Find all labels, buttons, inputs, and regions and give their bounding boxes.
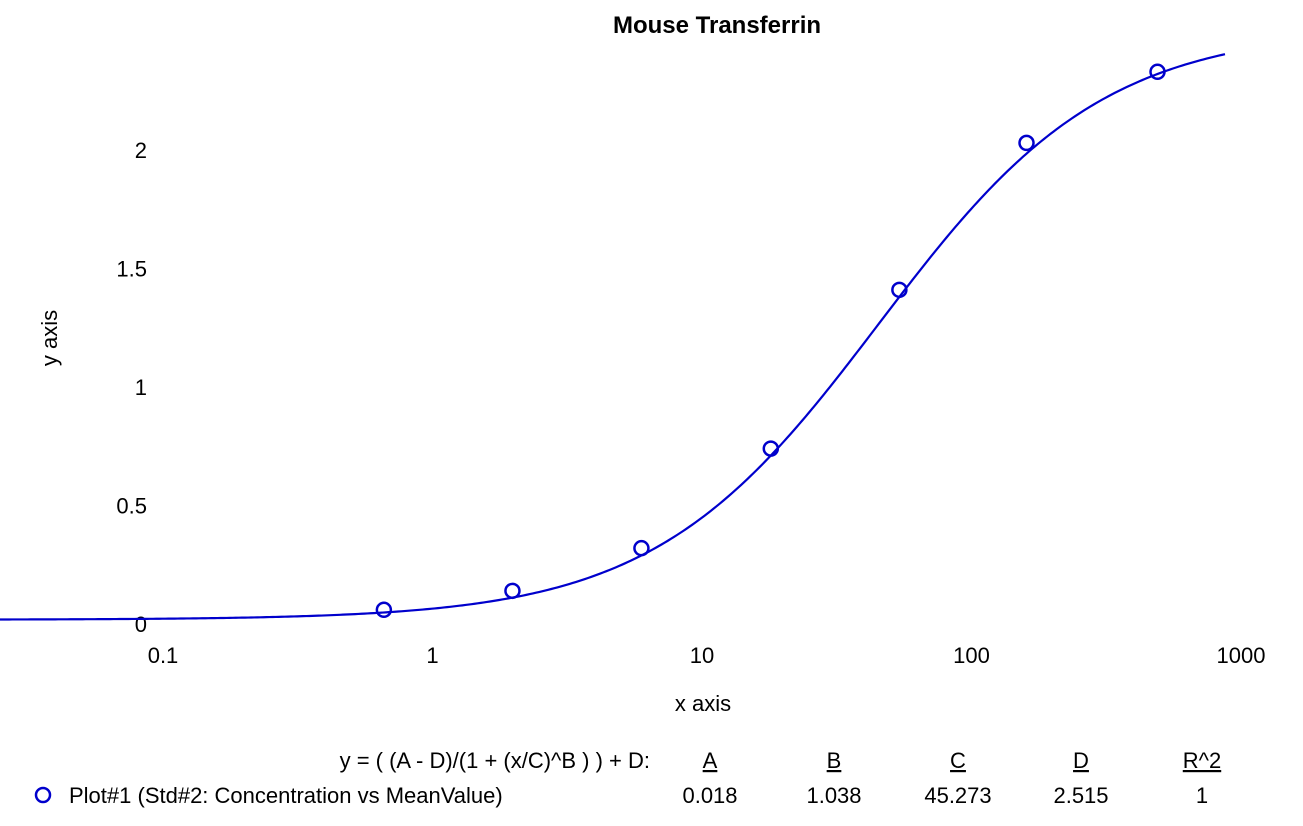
x-tick-label: 1 xyxy=(426,643,438,668)
fit-param-values: 0.018 1.038 45.273 2.515 1 xyxy=(682,783,1208,808)
fit-param-name: A xyxy=(703,748,718,773)
x-tick-label: 10 xyxy=(690,643,714,668)
fit-param-value: 1 xyxy=(1196,783,1208,808)
data-point xyxy=(1018,134,1035,152)
x-tick-labels: 0.1 1 10 100 1000 xyxy=(148,643,1266,668)
fit-equation: y = ( (A - D)/(1 + (x/C)^B ) ) + D: xyxy=(340,748,650,773)
x-axis-label: x axis xyxy=(675,691,731,716)
data-point xyxy=(762,440,780,457)
x-tick-label: 100 xyxy=(953,643,990,668)
y-tick-label: 0.5 xyxy=(116,494,147,519)
data-points-layer xyxy=(375,63,1166,619)
y-axis-label: y axis xyxy=(37,310,62,366)
fit-param-name: R^2 xyxy=(1183,748,1221,773)
data-point xyxy=(633,539,650,557)
fit-param-value: 45.273 xyxy=(924,783,991,808)
legend-marker-icon xyxy=(34,786,52,804)
chart-title: Mouse Transferrin xyxy=(613,12,821,39)
fit-param-name: C xyxy=(950,748,966,773)
fit-param-value: 2.515 xyxy=(1053,783,1108,808)
legend-series-label: Plot#1 (Std#2: Concentration vs MeanValu… xyxy=(69,783,503,808)
y-tick-label: 2 xyxy=(135,138,147,163)
fit-param-name: B xyxy=(827,748,842,773)
data-point xyxy=(375,601,393,619)
x-tick-label: 0.1 xyxy=(148,643,179,668)
fit-curve-layer xyxy=(0,53,1226,621)
y-tick-label: 1 xyxy=(135,375,147,400)
data-point xyxy=(504,582,521,600)
fit-param-names: A B C D R^2 xyxy=(703,748,1222,773)
data-point xyxy=(1149,63,1166,81)
fit-param-value: 1.038 xyxy=(806,783,861,808)
x-tick-label: 1000 xyxy=(1217,643,1266,668)
fit-curve xyxy=(0,53,1226,621)
data-point xyxy=(891,281,908,299)
y-tick-label: 0 xyxy=(135,612,147,637)
fit-param-name: D xyxy=(1073,748,1089,773)
fit-param-value: 0.018 xyxy=(682,783,737,808)
y-tick-label: 1.5 xyxy=(116,257,147,282)
y-tick-labels: 0 0.5 1 1.5 2 xyxy=(116,138,147,637)
